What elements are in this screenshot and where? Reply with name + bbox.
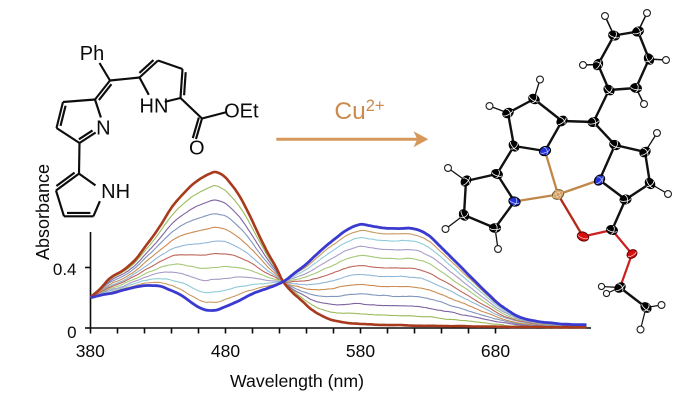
svg-text:Ph: Ph [80, 43, 104, 65]
svg-text:N: N [96, 118, 110, 140]
svg-text:O: O [189, 138, 205, 160]
svg-text:680: 680 [481, 341, 510, 361]
svg-text:OEt: OEt [224, 101, 259, 123]
svg-text:HN: HN [140, 96, 169, 118]
svg-text:NH: NH [101, 181, 130, 203]
svg-text:0: 0 [67, 323, 76, 342]
svg-text:Wavelength (nm): Wavelength (nm) [230, 371, 364, 391]
svg-text:380: 380 [76, 341, 105, 361]
svg-text:480: 480 [211, 341, 240, 361]
svg-text:0.4: 0.4 [53, 260, 77, 279]
svg-text:Absorbance: Absorbance [33, 164, 53, 260]
svg-text:580: 580 [346, 341, 375, 361]
